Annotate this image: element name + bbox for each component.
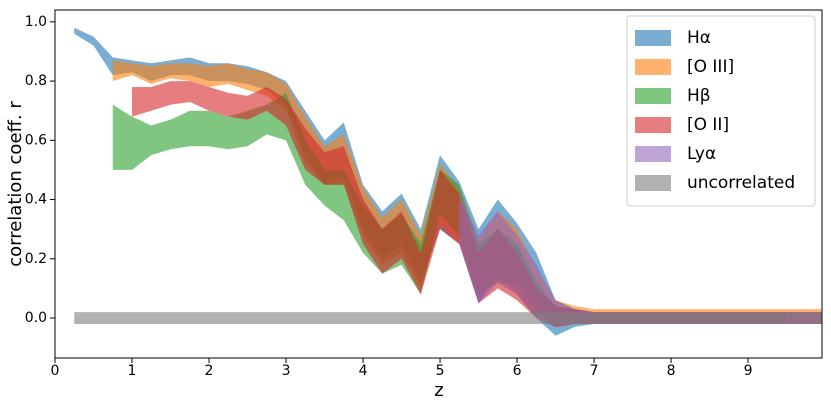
x-tick-label: 4 <box>359 363 368 379</box>
y-tick-label: 0.4 <box>25 192 47 208</box>
legend-label: Hβ <box>687 86 711 106</box>
band <box>459 193 822 327</box>
legend-swatch <box>635 88 671 104</box>
x-tick-label: 7 <box>590 363 599 379</box>
x-tick-label: 8 <box>667 363 676 379</box>
x-tick-label: 3 <box>282 363 291 379</box>
legend-label: Hα <box>687 28 711 48</box>
legend-swatch <box>635 175 671 191</box>
x-axis-label: z <box>434 380 443 401</box>
x-tick-label: 9 <box>744 363 753 379</box>
y-tick-label: 0.2 <box>25 251 47 267</box>
y-tick-label: 0.6 <box>25 132 47 148</box>
legend-swatch <box>635 146 671 162</box>
band <box>132 81 822 327</box>
legend-swatch <box>635 117 671 133</box>
x-tick-label: 2 <box>205 363 214 379</box>
y-tick-label: 1.0 <box>25 14 47 30</box>
legend-swatch <box>635 30 671 46</box>
legend-swatch <box>635 59 671 75</box>
legend-label: Lyα <box>687 144 716 164</box>
band <box>74 312 822 324</box>
legend-label: [O II] <box>687 115 729 135</box>
y-axis-label: correlation coeff. r <box>5 101 26 267</box>
x-tick-label: 0 <box>51 363 60 379</box>
y-tick-label: 0.8 <box>25 73 47 89</box>
x-tick-label: 5 <box>436 363 445 379</box>
legend-label: uncorrelated <box>687 173 795 193</box>
x-tick-label: 1 <box>128 363 137 379</box>
y-tick-label: 0.0 <box>25 310 47 326</box>
legend-label: [O III] <box>687 57 734 77</box>
x-tick-label: 6 <box>513 363 522 379</box>
plot-frame <box>54 9 823 359</box>
legend-box <box>626 15 816 207</box>
